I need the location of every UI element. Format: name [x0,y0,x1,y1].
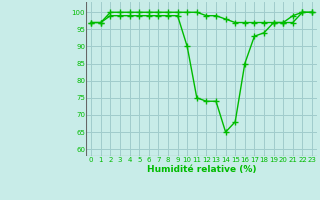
X-axis label: Humidité relative (%): Humidité relative (%) [147,165,256,174]
